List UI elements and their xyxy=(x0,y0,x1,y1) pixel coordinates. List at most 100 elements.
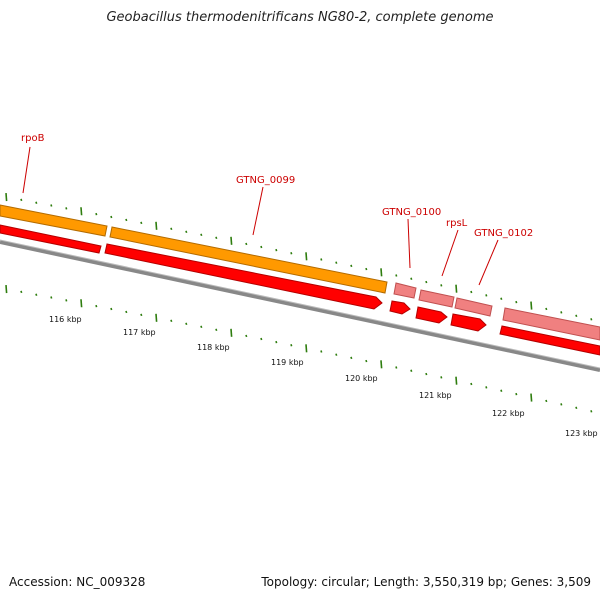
minor-tick xyxy=(275,248,278,252)
scale-label-121: 121 kbp xyxy=(419,391,452,400)
minor-tick xyxy=(170,227,173,231)
minor-tick xyxy=(290,343,293,347)
minor-tick xyxy=(395,274,398,277)
minor-tick xyxy=(185,230,188,234)
minor-tick xyxy=(575,406,578,410)
minor-tick xyxy=(260,245,263,249)
major-tick xyxy=(230,236,233,245)
minor-tick xyxy=(260,337,263,341)
major-tick xyxy=(80,207,83,216)
minor-tick xyxy=(125,310,128,314)
minor-tick xyxy=(200,325,203,329)
minor-tick xyxy=(500,297,503,300)
minor-tick xyxy=(560,403,563,406)
major-tick xyxy=(380,360,383,369)
callout-line-GTNG_0102 xyxy=(478,239,499,286)
minor-tick xyxy=(65,207,68,210)
callout-line-rpoB xyxy=(22,146,31,194)
cds-GTNG_0099[interactable] xyxy=(104,243,383,310)
minor-tick xyxy=(320,350,323,353)
gene-GTNG_0099-upper[interactable] xyxy=(109,226,388,294)
minor-tick xyxy=(425,372,428,376)
minor-tick xyxy=(545,399,548,403)
minor-tick xyxy=(395,366,398,369)
gene-rpoB-upper[interactable] xyxy=(0,204,108,237)
minor-tick xyxy=(365,267,368,271)
minor-tick xyxy=(35,293,38,296)
minor-tick xyxy=(545,307,548,311)
accession-text: Accession: NC_009328 xyxy=(9,575,146,589)
minor-tick xyxy=(50,296,53,299)
gene-rpsL-upper[interactable] xyxy=(418,289,455,308)
callout-line-GTNG_0100 xyxy=(407,218,411,269)
gene-label-GTNG_0100[interactable]: GTNG_0100 xyxy=(382,207,441,218)
minor-tick xyxy=(410,277,413,281)
minor-tick xyxy=(470,290,473,294)
major-tick xyxy=(455,376,458,385)
minor-tick xyxy=(245,334,248,338)
minor-tick xyxy=(575,314,578,318)
minor-tick xyxy=(410,369,413,373)
minor-tick xyxy=(245,242,248,246)
gene-label-GTNG_0099[interactable]: GTNG_0099 xyxy=(236,175,295,186)
minor-tick xyxy=(590,318,593,321)
minor-tick xyxy=(440,284,443,287)
gene-band-lower xyxy=(0,224,600,356)
minor-tick xyxy=(350,356,353,360)
minor-tick xyxy=(20,198,23,202)
minor-tick xyxy=(95,212,98,216)
major-tick xyxy=(155,221,158,230)
gene-GTNG_0102-upper[interactable] xyxy=(454,297,493,317)
major-tick xyxy=(380,268,383,277)
minor-tick xyxy=(125,218,128,222)
minor-tick xyxy=(335,353,338,356)
minor-tick xyxy=(20,290,23,294)
cds-rpsL[interactable] xyxy=(415,306,448,324)
major-tick xyxy=(530,393,533,402)
minor-tick xyxy=(35,201,38,204)
gene-callouts xyxy=(22,146,499,286)
minor-tick xyxy=(335,261,338,264)
minor-tick xyxy=(515,392,518,396)
major-tick xyxy=(305,252,308,261)
minor-tick xyxy=(95,304,98,308)
minor-tick xyxy=(65,299,68,302)
minor-tick xyxy=(215,328,218,332)
minor-tick xyxy=(350,264,353,268)
scale-label-116: 116 kbp xyxy=(49,315,82,324)
minor-tick xyxy=(485,294,488,297)
cds-next[interactable] xyxy=(499,325,600,356)
minor-tick xyxy=(275,340,278,344)
cds-rpoB[interactable] xyxy=(0,224,102,254)
gene-GTNG_0100-upper[interactable] xyxy=(393,282,417,299)
gene-label-rpsL[interactable]: rpsL xyxy=(446,218,468,229)
minor-tick xyxy=(500,389,503,392)
minor-tick xyxy=(425,280,428,284)
major-tick xyxy=(455,284,458,293)
minor-tick xyxy=(200,233,203,237)
major-tick xyxy=(155,313,158,322)
major-tick xyxy=(5,285,8,294)
major-tick xyxy=(305,344,308,353)
major-tick xyxy=(230,328,233,337)
minor-tick xyxy=(365,359,368,363)
gene-label-group: rpoB GTNG_0099 GTNG_0100 rpsL GTNG_0102 xyxy=(21,133,533,239)
minor-tick xyxy=(470,382,473,386)
minor-tick xyxy=(50,204,53,207)
cds-GTNG_0100[interactable] xyxy=(389,300,411,315)
minor-tick xyxy=(290,251,293,255)
scale-label-122: 122 kbp xyxy=(492,409,525,418)
major-tick xyxy=(80,299,83,308)
minor-tick xyxy=(515,300,518,304)
cds-GTNG_0102[interactable] xyxy=(450,313,487,332)
scale-label-119: 119 kbp xyxy=(271,358,304,367)
minor-tick xyxy=(215,236,218,240)
scale-label-120: 120 kbp xyxy=(345,374,378,383)
gene-next-upper[interactable] xyxy=(502,307,600,341)
gene-label-GTNG_0102[interactable]: GTNG_0102 xyxy=(474,228,533,239)
callout-line-GTNG_0099 xyxy=(252,186,264,236)
minor-tick xyxy=(560,311,563,314)
gene-label-rpoB[interactable]: rpoB xyxy=(21,133,45,144)
minor-tick xyxy=(320,258,323,261)
